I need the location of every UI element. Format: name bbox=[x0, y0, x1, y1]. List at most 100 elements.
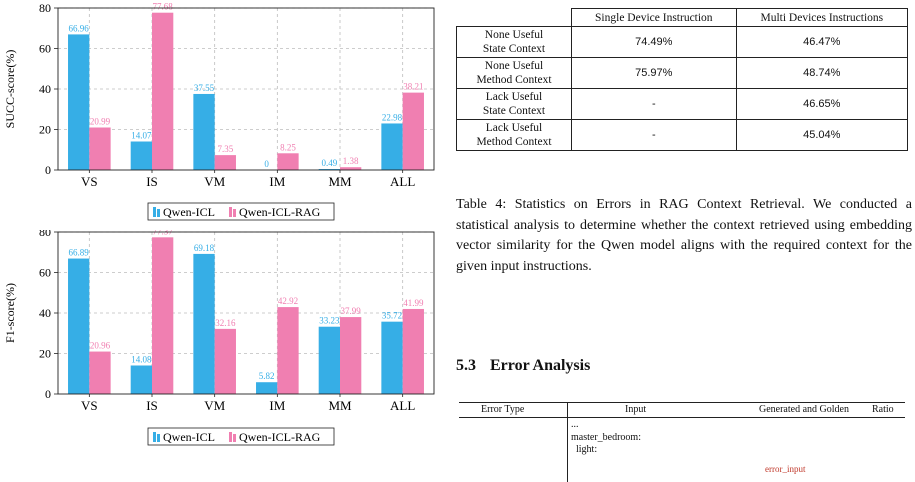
x-tick-label: VM bbox=[204, 398, 225, 413]
legend-swatch bbox=[229, 207, 232, 217]
row-header: Lack Useful State Context bbox=[456, 88, 572, 120]
error-analysis-table: Error Type Input Generated and Golden Ra… bbox=[459, 402, 905, 482]
x-tick-label: VM bbox=[204, 174, 225, 189]
legend-box bbox=[147, 427, 335, 446]
input-line: master_bedroom: bbox=[571, 431, 641, 443]
header-generated-golden: Generated and Golden bbox=[759, 404, 849, 415]
table-cell-multi: 48.74% bbox=[735, 57, 909, 89]
y-tick-label: 60 bbox=[39, 42, 51, 56]
y-axis-label: SUCC-score(%) bbox=[3, 50, 17, 129]
y-axis-label: F1-score(%) bbox=[3, 283, 17, 343]
table-cell-multi: 45.04% bbox=[735, 119, 909, 151]
legend-swatch bbox=[153, 207, 156, 217]
section-heading: 5.3 Error Analysis bbox=[456, 357, 590, 375]
legend-swatch bbox=[233, 209, 236, 217]
data-label: 7.35 bbox=[217, 144, 233, 154]
bar-qwen-icl-all bbox=[381, 321, 403, 394]
y-tick-label: 40 bbox=[39, 306, 51, 320]
bar-qwen-icl-mm bbox=[318, 326, 340, 394]
legend-label: Qwen-ICL bbox=[163, 430, 215, 444]
header-ratio: Ratio bbox=[872, 404, 894, 415]
bar-qwen-icl-rag-is bbox=[152, 237, 174, 394]
input-line: ... bbox=[571, 419, 579, 430]
bar-qwen-icl-rag-mm bbox=[340, 167, 362, 170]
x-tick-label: ALL bbox=[390, 398, 415, 413]
bar-qwen-icl-rag-im bbox=[277, 307, 299, 394]
data-label: 77.68 bbox=[153, 2, 174, 12]
table-row: Lack Useful Method Context - 45.04% bbox=[456, 119, 909, 151]
legend-label: Qwen-ICL bbox=[163, 205, 215, 219]
data-label: 14.07 bbox=[131, 131, 152, 141]
column-divider bbox=[567, 402, 568, 482]
x-tick-label: IM bbox=[269, 174, 285, 189]
f1-score-chart: 0 20 40 60 80 66.89 20.96 VS 14.08 77.37 IS 69.18 32… bbox=[0, 230, 445, 474]
data-label: 42.92 bbox=[278, 296, 298, 306]
bar-qwen-icl-is bbox=[130, 141, 152, 170]
row-header: Lack Useful Method Context bbox=[456, 119, 572, 151]
x-tick-label: VS bbox=[81, 398, 98, 413]
data-label: 14.08 bbox=[131, 354, 152, 364]
legend-swatch bbox=[157, 209, 160, 217]
data-label: 20.99 bbox=[90, 116, 111, 126]
bar-qwen-icl-rag-mm bbox=[340, 317, 362, 394]
legend-swatch bbox=[229, 432, 232, 442]
legend-box bbox=[147, 202, 335, 221]
x-tick-label: VS bbox=[81, 174, 98, 189]
data-label: 66.89 bbox=[69, 248, 90, 258]
data-label: 8.25 bbox=[280, 142, 296, 152]
column-header-multi: Multi Devices Instructions bbox=[735, 8, 909, 27]
bar-qwen-icl-vs bbox=[68, 258, 90, 394]
table-header-row: Single Device Instruction Multi Devices … bbox=[456, 8, 909, 27]
succ-score-chart-svg: 0 20 40 60 80 66.96 20.99 VS 14.07 77.68 IS 37.55 7.… bbox=[3, 1, 435, 221]
data-label: 1.38 bbox=[343, 156, 359, 166]
data-label: 22.98 bbox=[382, 112, 403, 122]
data-label: 66.96 bbox=[69, 23, 90, 33]
y-tick-label: 20 bbox=[39, 123, 51, 137]
bar-qwen-icl-rag-vm bbox=[214, 155, 236, 170]
x-tick-label: IS bbox=[146, 174, 158, 189]
bar-qwen-icl-rag-all bbox=[402, 308, 424, 394]
y-tick-label: 80 bbox=[39, 1, 51, 15]
legend-label: Qwen-ICL-RAG bbox=[239, 430, 321, 444]
y-tick-label: 20 bbox=[39, 347, 51, 361]
x-tick-label: ALL bbox=[390, 174, 415, 189]
table-cell-single: - bbox=[571, 119, 737, 151]
legend-swatch bbox=[157, 434, 160, 442]
x-tick-label: IM bbox=[269, 398, 285, 413]
y-tick-label: 0 bbox=[45, 387, 51, 401]
x-tick-label: MM bbox=[328, 398, 352, 413]
bar-qwen-icl-vm bbox=[193, 93, 215, 170]
bar-qwen-icl-rag-is bbox=[152, 12, 174, 171]
data-label: 5.82 bbox=[259, 371, 275, 381]
plot-frame bbox=[57, 7, 435, 171]
table-row: None Useful Method Context 75.97% 48.74% bbox=[456, 57, 909, 89]
error-table-header: Error Type Input Generated and Golden Ra… bbox=[459, 402, 905, 418]
section-number: 5.3 bbox=[456, 357, 476, 374]
table-caption: Table 4: Statistics on Errors in RAG Con… bbox=[456, 197, 912, 274]
rag-error-stats-table: Single Device Instruction Multi Devices … bbox=[456, 8, 909, 151]
y-tick-label: 80 bbox=[39, 230, 51, 239]
table-cell-multi: 46.65% bbox=[735, 88, 909, 120]
column-header-single: Single Device Instruction bbox=[571, 8, 737, 27]
succ-score-chart: 0 20 40 60 80 66.96 20.99 VS 14.07 77.68 IS 37.55 7.… bbox=[0, 0, 445, 232]
data-label: 32.16 bbox=[215, 318, 236, 328]
table-cell-single: - bbox=[571, 88, 737, 120]
bar-qwen-icl-vm bbox=[193, 253, 215, 394]
header-input: Input bbox=[625, 404, 647, 415]
data-label: 33.23 bbox=[319, 316, 340, 326]
data-label: 77.37 bbox=[153, 230, 174, 236]
legend-swatch bbox=[153, 432, 156, 442]
legend-swatch bbox=[233, 434, 236, 442]
table-cell-single: 74.49% bbox=[571, 26, 737, 58]
bar-qwen-icl-rag-im bbox=[277, 153, 299, 170]
table-cell-single: 75.97% bbox=[571, 57, 737, 89]
data-label: 20.96 bbox=[90, 341, 111, 351]
data-label: 35.72 bbox=[382, 311, 402, 321]
f1-score-chart-svg: 0 20 40 60 80 66.89 20.96 VS 14.08 77.37 IS 69.18 32… bbox=[3, 230, 435, 446]
data-label: 41.99 bbox=[403, 298, 424, 308]
plot-frame bbox=[57, 231, 435, 395]
header-error-type: Error Type bbox=[481, 404, 525, 415]
x-tick-label: IS bbox=[146, 398, 158, 413]
bar-qwen-icl-im bbox=[256, 382, 278, 394]
data-label: 69.18 bbox=[194, 243, 215, 253]
